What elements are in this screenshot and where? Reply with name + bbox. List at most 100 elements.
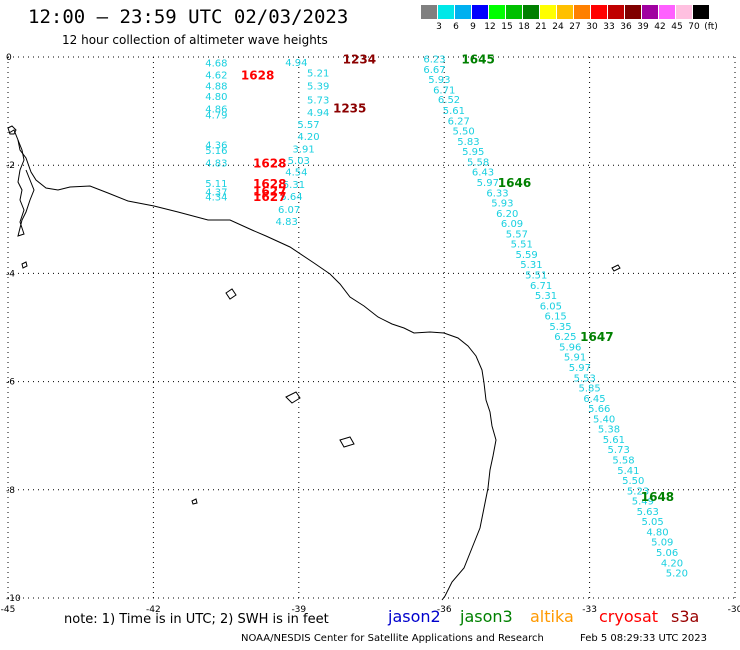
pass-time-label: 1628: [253, 177, 286, 191]
wave-height-value: 5.41: [617, 466, 639, 477]
wave-height-value: 5.50: [452, 127, 474, 138]
wave-height-value: 5.53: [574, 373, 596, 384]
wave-height-value: 4.62: [205, 70, 227, 81]
wave-height-value: 5.93: [491, 199, 513, 210]
scale-label: 3: [436, 22, 442, 32]
wave-height-value: 4.36: [205, 141, 227, 152]
pass-time-label: 1627: [253, 190, 286, 204]
wave-height-labels: 4.684.624.884.804.864.794.365.164.835.11…: [205, 55, 688, 580]
wave-height-value: 6.52: [438, 95, 460, 106]
pass-time-label: 1645: [461, 53, 494, 67]
island-g: [191, 498, 198, 505]
scale-label: 70: [688, 22, 700, 32]
wave-height-value: 6.33: [486, 188, 508, 199]
wave-height-value: 6.07: [278, 205, 300, 216]
wave-height-value: 5.50: [622, 476, 644, 487]
wave-height-value: 5.09: [651, 538, 673, 549]
wave-height-value: 5.97: [569, 363, 591, 374]
scale-swatch: [625, 5, 642, 19]
scale-swatch: [438, 5, 455, 19]
island-a: [7, 125, 17, 135]
footer-timestamp: Feb 5 08:29:33 UTC 2023: [580, 633, 707, 644]
island-d: [339, 436, 355, 448]
y-tick-label: -8: [6, 486, 15, 496]
scale-swatch: [659, 5, 676, 19]
scale-swatch: [506, 5, 523, 19]
legend-s3a: s3a: [671, 607, 700, 626]
wave-height-value: 5.31: [283, 180, 305, 191]
pass-time-label: 1628: [253, 156, 286, 170]
wave-height-value: 4.94: [285, 58, 307, 69]
pass-time-label: 1628: [241, 68, 274, 82]
wave-height-value: 4.88: [205, 82, 227, 93]
wave-height-value: 4.94: [307, 108, 329, 119]
y-tick-label: 0: [6, 53, 12, 63]
wave-height-value: 5.39: [307, 82, 329, 93]
wave-height-value: 5.61: [443, 106, 465, 117]
pass-time-label: 1627: [253, 185, 286, 199]
scale-label: 21: [535, 22, 547, 32]
scale-swatch: [574, 5, 591, 19]
wave-height-value: 4.34: [205, 193, 227, 204]
wave-height-value: 6.71: [530, 281, 552, 292]
wave-height-value: 6.67: [423, 65, 445, 76]
wave-height-value: 4.86: [205, 104, 227, 115]
wave-height-value: 6.15: [545, 312, 567, 323]
wave-height-value: 6.05: [540, 301, 562, 312]
island-e: [611, 264, 621, 272]
scale-swatch: [676, 5, 693, 19]
wave-height-value: 5.83: [457, 137, 479, 148]
wave-height-value: 6.45: [583, 394, 605, 405]
scale-label: 18: [518, 22, 530, 32]
scale-swatch: [608, 5, 625, 19]
wave-height-value: 5.35: [549, 322, 571, 333]
wave-height-value: 5.63: [637, 507, 659, 518]
legend-jason2: jason2: [388, 607, 441, 626]
coastline: [7, 125, 621, 601]
wave-height-value: 5.51: [525, 270, 547, 281]
wave-height-value: 4.54: [285, 168, 307, 179]
wave-height-value: 5.95: [462, 147, 484, 158]
x-tick-label: -30: [728, 605, 740, 615]
coastline-path: [8, 129, 497, 601]
graticule: [7, 56, 736, 599]
map-subtitle: 12 hour collection of altimeter wave hei…: [62, 33, 328, 47]
wave-height-value: 5.73: [307, 96, 329, 107]
x-tick-label: -42: [146, 605, 161, 615]
y-tick-label: -10: [6, 594, 21, 604]
pass-time-label: 1234: [343, 53, 376, 67]
wave-height-value: 5.38: [598, 425, 620, 436]
y-tick-label: -4: [6, 269, 15, 279]
wave-height-value: 5.23: [627, 486, 649, 497]
scale-label: 15: [501, 22, 513, 32]
scale-swatch: [591, 5, 608, 19]
scale-swatch: [693, 5, 710, 19]
scale-label: 42: [654, 22, 666, 32]
wave-height-value: 5.61: [603, 435, 625, 446]
scale-swatch: [540, 5, 557, 19]
wave-height-value: 5.51: [511, 240, 533, 251]
island-b: [225, 288, 237, 300]
scale-swatch: [472, 5, 489, 19]
wave-height-value: 5.66: [588, 404, 610, 415]
wave-height-value: 5.73: [608, 445, 630, 456]
legend-jason3: jason3: [460, 607, 513, 626]
wave-height-value: 5.31: [535, 291, 557, 302]
wave-height-value: 5.05: [641, 517, 663, 528]
scale-label: 9: [470, 22, 476, 32]
scale-swatch: [421, 5, 438, 19]
pass-time-label: 1647: [580, 330, 613, 344]
wave-height-value: 5.57: [297, 120, 319, 131]
wave-height-value: 4.80: [646, 527, 668, 538]
scale-swatch: [557, 5, 574, 19]
scale-swatch: [523, 5, 540, 19]
pass-time-label: 1646: [498, 176, 531, 190]
wave-height-value: 5.57: [506, 229, 528, 240]
wave-height-value: 5.58: [612, 456, 634, 467]
wave-height-value: 5.91: [564, 353, 586, 364]
wave-height-value: 4.37: [205, 188, 227, 199]
footer-credit: NOAA/NESDIS Center for Satellite Applica…: [241, 633, 544, 644]
wave-height-value: 6.43: [472, 168, 494, 179]
